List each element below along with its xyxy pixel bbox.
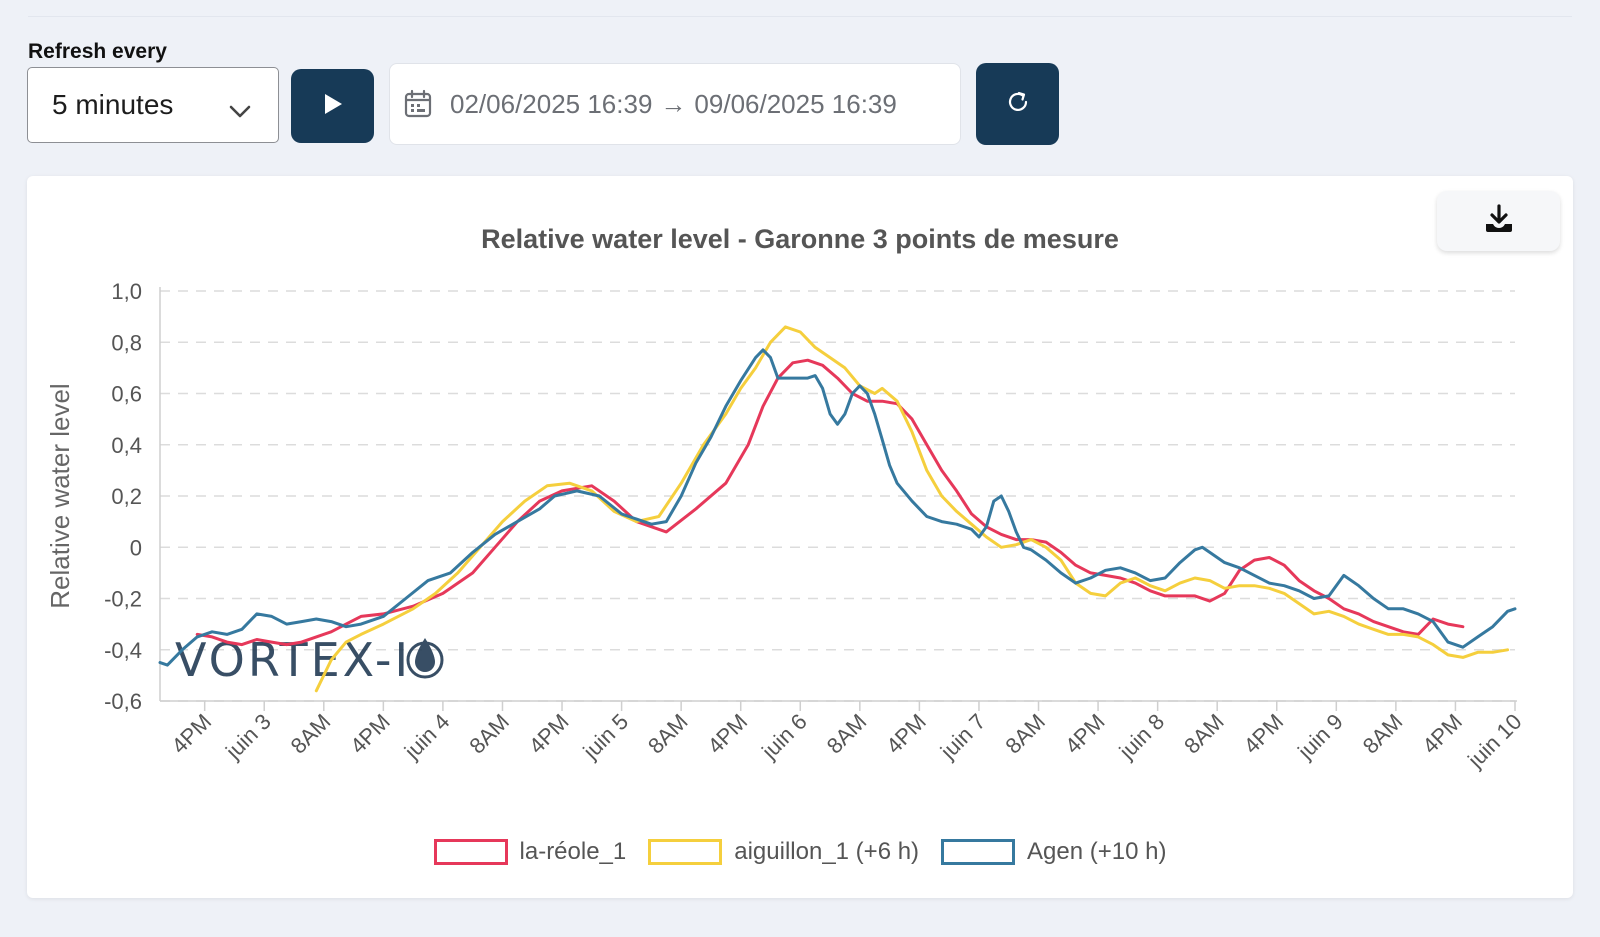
date-range-start: 02/06/2025 16:39 [450, 88, 653, 119]
series-line-agen [158, 348, 1517, 667]
download-button[interactable] [1437, 191, 1560, 251]
x-tick-label: 4PM [703, 709, 753, 759]
x-tick-label: juin 9 [1292, 709, 1348, 765]
y-tick-label: -0,6 [104, 689, 142, 714]
water-level-chart: 1,0 0,8 0,6 0,4 0,2 0 -0,2 -0,4 -0,6 Relative wat… [45, 279, 1527, 773]
legend-label-aiguillon: aiguillon_1 (+6 h) [734, 838, 920, 865]
y-tick-label: -0,2 [104, 587, 142, 612]
legend-swatch-agen [941, 839, 1016, 865]
date-range-arrow: → [660, 88, 687, 119]
legend-item-la-reole[interactable]: la-réole_1 [433, 838, 627, 866]
y-axis-title: Relative water level [45, 383, 75, 608]
refresh-label: Refresh every [28, 40, 167, 63]
legend-swatch-aiguillon [648, 839, 723, 865]
refresh-interval-value: 5 minutes [52, 89, 174, 120]
x-tick-label: 4PM [345, 709, 395, 759]
y-tick-label: 0,8 [111, 330, 142, 355]
y-tick-label: -0,4 [104, 638, 142, 663]
series-line-la-reole [195, 358, 1465, 647]
x-tick-label: 4PM [167, 709, 217, 759]
legend-swatch-la-reole [433, 839, 508, 865]
x-tick-label: 4PM [1417, 709, 1467, 759]
y-tick-label: 0 [130, 535, 142, 560]
play-button[interactable] [291, 69, 374, 143]
x-tick-label: 8AM [464, 709, 514, 759]
x-tick-label: 8AM [1179, 709, 1229, 759]
chart-legend: la-réole_1 aiguillon_1 (+6 h) Agen (+10 … [27, 838, 1573, 866]
svg-text:VORTEX-I: VORTEX-I [175, 633, 411, 687]
x-tick-label: juin 5 [578, 709, 634, 765]
legend-label-agen: Agen (+10 h) [1027, 838, 1167, 865]
legend-label-la-reole: la-réole_1 [519, 838, 627, 865]
legend-item-agen[interactable]: Agen (+10 h) [941, 838, 1166, 866]
x-tick-label: 4PM [881, 709, 931, 759]
x-tick-label: juin 6 [756, 709, 812, 765]
play-icon [322, 92, 344, 121]
x-tick-label: juin 8 [1114, 709, 1170, 765]
x-tick-label: 8AM [286, 709, 336, 759]
legend-item-aiguillon[interactable]: aiguillon_1 (+6 h) [648, 838, 919, 866]
y-tick-label: 0,4 [111, 433, 142, 458]
reload-icon [1005, 89, 1031, 120]
chevron-down-icon [228, 95, 252, 127]
reload-button[interactable] [976, 63, 1059, 145]
top-divider [28, 16, 1572, 17]
vortex-io-logo: VORTEX-I [175, 633, 444, 687]
x-tick-label: 4PM [1239, 709, 1289, 759]
y-tick-label: 1,0 [111, 279, 142, 304]
x-tick-label: juin 3 [220, 709, 276, 765]
calendar-icon [404, 89, 432, 119]
x-tick-label: juin 4 [399, 709, 455, 765]
x-tick-label: 4PM [524, 709, 574, 759]
x-tick-label: juin 7 [935, 709, 991, 765]
download-icon [1483, 203, 1515, 240]
chart-card: Relative water level - Garonne 3 points … [27, 176, 1573, 898]
y-tick-label: 0,2 [111, 484, 142, 509]
date-range-picker[interactable]: 02/06/2025 16:39 → 09/06/2025 16:39 [389, 63, 961, 145]
refresh-interval-select[interactable]: 5 minutes [27, 67, 279, 143]
x-tick-label: 8AM [1000, 709, 1050, 759]
series-line-aiguillon [314, 325, 1510, 693]
y-tick-label: 0,6 [111, 382, 142, 407]
date-range-end: 09/06/2025 16:39 [694, 88, 897, 119]
chart-title: Relative water level - Garonne 3 points … [481, 224, 1119, 254]
x-tick-label: 8AM [643, 709, 693, 759]
x-tick-label: 4PM [1060, 709, 1110, 759]
x-tick-label: juin 10 [1462, 709, 1526, 773]
x-tick-label: 8AM [822, 709, 872, 759]
x-tick-label: 8AM [1358, 709, 1408, 759]
